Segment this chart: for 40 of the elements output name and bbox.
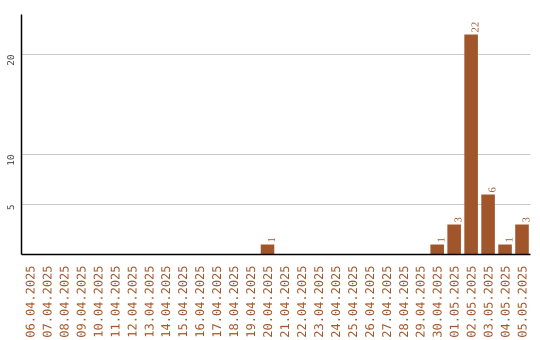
x-tick-label: 24.04.2025	[328, 265, 343, 338]
x-tick-label: 08.04.2025	[57, 265, 72, 338]
x-tick-label: 05.05.2025	[516, 265, 530, 338]
x-tick-label: 19.04.2025	[244, 265, 258, 338]
x-tick-label: 10.04.2025	[91, 265, 106, 338]
x-tick-label: 12.04.2025	[125, 265, 140, 338]
data-label: 3	[522, 217, 533, 222]
data-label: 6	[488, 186, 499, 192]
x-tick-label: 21.04.2025	[278, 265, 292, 338]
x-tick-label: 29.04.2025	[414, 265, 428, 338]
x-tick-label: 13.04.2025	[142, 265, 156, 338]
x-tick-label: 17.04.2025	[210, 265, 224, 338]
data-label: 3	[454, 217, 465, 222]
x-tick-label: 16.04.2025	[193, 265, 208, 338]
x-tick-label: 15.04.2025	[176, 265, 190, 338]
y-tick-label: 20	[6, 54, 17, 66]
data-label: 1	[267, 237, 278, 242]
y-tick-label: 10	[6, 154, 17, 166]
x-tick-label: 20.04.2025	[261, 265, 276, 338]
x-tick-label: 11.04.2025	[108, 265, 122, 338]
x-tick-label: 18.04.2025	[227, 265, 242, 338]
data-label: 1	[436, 237, 448, 242]
x-tick-label: 09.04.2025	[74, 265, 88, 338]
x-tick-label: 23.04.2025	[312, 265, 326, 338]
x-tick-label: 27.04.2025	[380, 265, 394, 338]
data-label: 1	[504, 237, 516, 242]
x-tick-label: 25.04.2025	[346, 265, 360, 338]
x-tick-label: 04.05.2025	[498, 265, 513, 338]
x-tick-label: 26.04.2025	[362, 265, 377, 338]
x-tick-label: 22.04.2025	[294, 265, 309, 338]
x-tick-label: 01.05.2025	[448, 265, 462, 338]
x-tick-label: 02.05.2025	[464, 265, 479, 338]
x-tick-label: 06.04.2025	[23, 265, 38, 338]
x-tick-label: 07.04.2025	[40, 265, 54, 338]
x-tick-label: 28.04.2025	[396, 265, 411, 338]
x-tick-label: 03.05.2025	[482, 265, 496, 338]
x-tick-label: 30.04.2025	[430, 265, 445, 338]
data-label: 22	[470, 22, 482, 32]
y-tick-label: 5	[6, 204, 17, 210]
x-tick-label: 14.04.2025	[159, 265, 174, 338]
